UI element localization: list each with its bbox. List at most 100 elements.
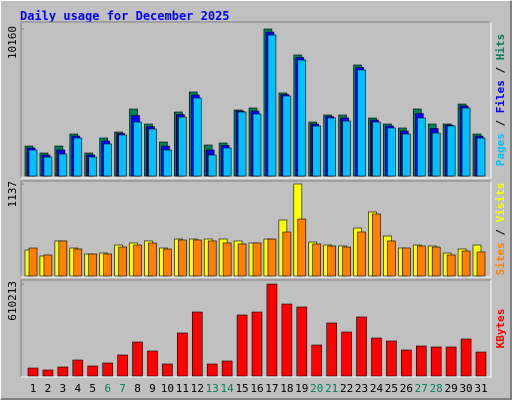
panel-bevel-dark bbox=[20, 180, 491, 277]
bar bbox=[28, 247, 38, 277]
bar bbox=[88, 253, 98, 277]
bar bbox=[460, 338, 472, 377]
bar bbox=[371, 337, 382, 377]
bar bbox=[372, 121, 381, 177]
x-tick-label: 22 bbox=[340, 382, 353, 395]
bar bbox=[27, 367, 39, 377]
bar bbox=[72, 359, 84, 377]
panel-bevel-light bbox=[21, 280, 492, 378]
bar bbox=[281, 303, 293, 377]
bar bbox=[163, 248, 172, 277]
bar bbox=[402, 133, 411, 177]
x-tick-label: 10 bbox=[161, 382, 174, 395]
x-tick-label: 30 bbox=[459, 382, 472, 395]
y-tick-label: 10160 bbox=[6, 26, 19, 59]
bar bbox=[58, 153, 68, 177]
x-tick-label: 14 bbox=[221, 382, 235, 395]
legend-entry: Sites bbox=[494, 242, 507, 275]
x-tick-label: 26 bbox=[400, 382, 413, 395]
bar bbox=[266, 283, 278, 377]
bar bbox=[147, 350, 158, 377]
bar bbox=[133, 244, 142, 277]
bar bbox=[461, 107, 471, 177]
bar bbox=[177, 332, 188, 377]
bar bbox=[206, 363, 218, 377]
x-tick-label: 9 bbox=[149, 382, 156, 395]
bar bbox=[415, 345, 427, 377]
legend-entry: Pages bbox=[494, 133, 507, 166]
bar bbox=[312, 243, 322, 277]
bar bbox=[476, 137, 486, 177]
bar bbox=[282, 95, 292, 177]
x-tick-label: 5 bbox=[89, 382, 96, 395]
bar bbox=[387, 127, 396, 177]
bar bbox=[117, 354, 128, 377]
x-tick-label: 31 bbox=[474, 382, 487, 395]
x-tick-label: 21 bbox=[325, 382, 338, 395]
bar bbox=[416, 117, 426, 177]
bar bbox=[296, 306, 308, 377]
bar bbox=[341, 331, 352, 377]
x-tick-label: 20 bbox=[310, 382, 323, 395]
bar bbox=[282, 231, 292, 277]
bar bbox=[148, 242, 157, 277]
bar bbox=[57, 366, 69, 377]
legend-entry: Files bbox=[494, 80, 507, 113]
legend-separator: / bbox=[494, 60, 507, 80]
bar bbox=[311, 344, 323, 377]
x-tick-label: 7 bbox=[119, 382, 126, 395]
bar bbox=[43, 254, 53, 277]
bar bbox=[431, 246, 441, 277]
legend: Pages / Files / Hits bbox=[494, 34, 507, 167]
bar bbox=[297, 218, 307, 277]
panel-bevel-light bbox=[21, 181, 492, 278]
x-tick-label: 24 bbox=[370, 382, 384, 395]
legend: KBytes bbox=[494, 309, 507, 349]
bar bbox=[431, 132, 441, 177]
bar bbox=[148, 128, 157, 177]
x-tick-label: 2 bbox=[45, 382, 52, 395]
x-tick-label: 27 bbox=[415, 382, 428, 395]
bar bbox=[87, 365, 99, 377]
bar bbox=[430, 346, 442, 377]
bar bbox=[446, 125, 456, 177]
bar bbox=[222, 147, 232, 177]
bar bbox=[252, 242, 262, 277]
bar bbox=[357, 69, 366, 177]
x-tick-label: 16 bbox=[250, 382, 263, 395]
bar bbox=[88, 156, 98, 177]
x-tick-label: 11 bbox=[176, 382, 189, 395]
bar bbox=[191, 311, 203, 377]
x-tick-label: 8 bbox=[134, 382, 141, 395]
bar bbox=[401, 349, 412, 377]
bar bbox=[103, 253, 112, 277]
panel-bevel-dark bbox=[20, 21, 491, 178]
bar bbox=[372, 213, 381, 277]
bar bbox=[402, 247, 411, 277]
bar bbox=[43, 156, 53, 177]
bar bbox=[207, 240, 217, 277]
panel-bevel-light bbox=[21, 22, 492, 179]
legend-separator: / bbox=[494, 222, 507, 242]
bar bbox=[222, 242, 232, 277]
bar bbox=[342, 246, 351, 277]
bar bbox=[73, 248, 83, 277]
bar bbox=[133, 121, 142, 177]
x-tick-label: 23 bbox=[355, 382, 368, 395]
x-tick-label: 4 bbox=[74, 382, 81, 395]
legend-entry: KBytes bbox=[494, 309, 507, 349]
legend-entry: Hits bbox=[494, 34, 507, 61]
bar bbox=[386, 340, 397, 377]
x-tick-label: 12 bbox=[191, 382, 204, 395]
x-tick-label: 15 bbox=[235, 382, 248, 395]
bar bbox=[102, 362, 113, 377]
x-tick-label: 3 bbox=[60, 382, 67, 395]
x-tick-label: 6 bbox=[104, 382, 111, 395]
bar bbox=[237, 111, 247, 177]
bar bbox=[28, 149, 38, 177]
bar bbox=[416, 245, 426, 277]
bar bbox=[236, 314, 248, 377]
x-tick-label: 28 bbox=[430, 382, 443, 395]
bar bbox=[163, 149, 172, 177]
